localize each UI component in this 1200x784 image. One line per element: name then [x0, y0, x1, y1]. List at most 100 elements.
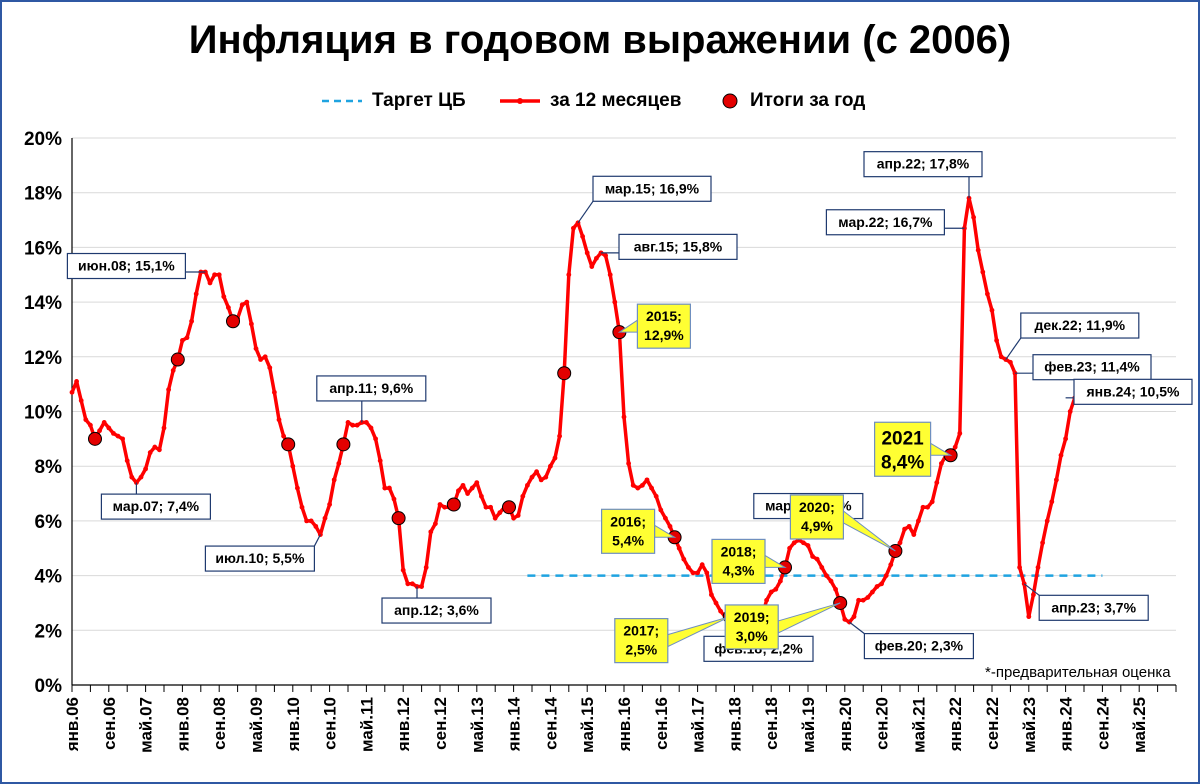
x-tick-label: янв.08	[173, 697, 192, 752]
x-tick-label: сен.22	[983, 697, 1002, 750]
inflation-point	[465, 491, 470, 496]
inflation-point	[787, 545, 792, 551]
inflation-point	[152, 444, 158, 450]
inflation-point	[115, 433, 121, 439]
inflation-point	[354, 422, 360, 428]
inflation-point	[460, 482, 466, 488]
inflation-point	[1067, 409, 1073, 414]
x-tick-label: янв.18	[725, 697, 744, 752]
year-callout: 2015; 12,9%	[617, 303, 692, 349]
legend-item-12m: за 12 месяцев	[498, 86, 681, 116]
legend-item-target: Таргет ЦБ	[320, 86, 466, 116]
inflation-point	[318, 532, 323, 537]
callout-text: апр.23; 3,7%	[1051, 599, 1136, 615]
inflation-point	[456, 488, 461, 494]
x-tick-label: май.15	[578, 697, 597, 753]
legend-label-year: Итоги за год	[750, 90, 866, 111]
inflation-point	[764, 597, 769, 603]
x-tick-label: май.11	[357, 697, 376, 752]
inflation-point	[212, 272, 218, 278]
inflation-point	[851, 614, 857, 620]
inflation-point	[180, 337, 185, 343]
inflation-point	[377, 458, 383, 464]
x-tick-label: май.19	[799, 697, 818, 753]
inflation-point	[952, 444, 958, 450]
inflation-point	[819, 564, 825, 570]
inflation-point	[768, 589, 774, 595]
callout-text: 5,4%	[612, 532, 644, 548]
inflation-point	[971, 214, 976, 220]
legend-swatch-circle	[722, 93, 738, 109]
callout-box	[1032, 354, 1152, 381]
inflation-point	[580, 234, 585, 239]
axes: 0% 2% 4% 6% 8% 10% 12% 14% 16% 18% 20% янв.06 сен.06…	[24, 129, 1177, 753]
inflation-point	[883, 573, 889, 578]
inflation-point	[778, 578, 783, 584]
inflation-point	[644, 477, 650, 483]
inflation-point	[281, 433, 286, 439]
inflation-point	[667, 523, 673, 529]
inflation-point	[805, 543, 811, 548]
inflation-point	[525, 482, 530, 488]
callout-text: 2015;	[646, 308, 682, 324]
inflation-point	[534, 469, 539, 475]
year-callout: 2017; 2,5%	[614, 616, 731, 664]
x-tick-label: май.17	[689, 697, 708, 753]
inflation-point	[1058, 452, 1064, 458]
callout-box	[204, 545, 315, 572]
inflation-point	[193, 291, 199, 297]
inflation-point	[603, 253, 608, 259]
inflation-point	[166, 387, 172, 393]
inflation-point	[304, 518, 309, 524]
inflation-point	[571, 225, 576, 231]
inflation-point	[916, 518, 921, 524]
inflation-point	[387, 485, 392, 491]
inflation-point	[88, 422, 93, 428]
callout-leader	[849, 621, 865, 635]
x-tick-label: май.07	[137, 697, 156, 753]
inflation-point	[382, 485, 388, 491]
callout-text: авг.15; 15,8%	[634, 238, 723, 254]
inflation-point	[147, 450, 153, 455]
x-tick-label: сен.20	[873, 697, 892, 750]
inflation-point	[511, 515, 516, 521]
callout-box	[724, 604, 779, 650]
inflation-point	[138, 474, 144, 480]
inflation-point	[584, 250, 590, 256]
callout-box	[618, 233, 738, 260]
inflation-point	[649, 485, 654, 491]
inflation-point	[1026, 614, 1032, 620]
inflation-point	[589, 264, 595, 269]
callout-text: июн.08; 15,1%	[78, 258, 175, 274]
year-result-dot	[391, 511, 406, 526]
inflation-point	[157, 447, 162, 453]
legend-item-year: Итоги за год	[718, 86, 865, 116]
callout-text: апр.12; 3,6%	[394, 602, 479, 618]
inflation-point	[543, 474, 549, 480]
inflation-point	[699, 562, 705, 568]
inflation-point	[239, 302, 245, 308]
y-tick-label: 18%	[24, 184, 62, 205]
inflation-point	[1040, 540, 1045, 546]
inflation-point	[635, 485, 641, 491]
inflation-point	[267, 365, 273, 371]
y-tick-label: 8%	[35, 457, 63, 478]
inflation-point	[276, 417, 282, 423]
inflation-point	[124, 458, 130, 464]
inflation-point	[170, 368, 176, 373]
inflation-point	[621, 414, 627, 420]
inflation-point	[433, 521, 438, 527]
inflation-point	[538, 477, 544, 483]
inflation-point	[244, 299, 250, 305]
inflation-point	[653, 493, 659, 499]
point-callout: июл.10; 5,5%	[204, 534, 321, 572]
y-tick-label: 0%	[35, 676, 63, 697]
inflation-point	[607, 272, 613, 278]
legend-label-12m: за 12 месяцев	[550, 90, 682, 111]
x-tick-label: май.13	[468, 697, 487, 753]
inflation-point	[492, 515, 498, 521]
point-callout: мар.07; 7,4%	[100, 482, 212, 520]
callout-text: апр.11; 9,6%	[329, 380, 413, 396]
point-callout: янв.24; 10,5%	[1065, 378, 1193, 405]
